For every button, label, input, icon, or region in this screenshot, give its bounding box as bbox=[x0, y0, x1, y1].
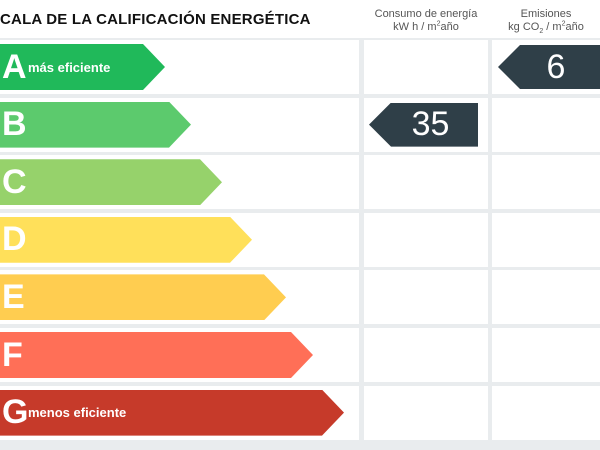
emisiones-column-header: Emisiones kg CO2 / m2año bbox=[492, 8, 600, 36]
consumo-cell-e bbox=[364, 270, 488, 325]
rating-letter: F bbox=[2, 335, 23, 374]
rating-arrow-d: D bbox=[0, 217, 252, 263]
consumo-unit: kW h / m2año bbox=[393, 20, 459, 33]
consumo-cell-a bbox=[364, 40, 488, 94]
header: CALA DE LA CALIFICACIÓN ENERGÉTICA Consu… bbox=[0, 0, 600, 38]
consumo-column-header: Consumo de energía kW h / m2año bbox=[364, 8, 488, 34]
rating-letter: B bbox=[2, 105, 27, 144]
consumo-title: Consumo de energía bbox=[374, 8, 478, 20]
rating-arrow-c: C bbox=[0, 159, 222, 205]
rating-letter: G bbox=[2, 393, 29, 432]
rating-arrow-f: F bbox=[0, 332, 313, 378]
rating-label: más eficiente bbox=[28, 59, 111, 75]
rating-label: menos eficiente bbox=[28, 405, 127, 421]
emisiones-cell-b bbox=[492, 97, 600, 152]
rating-letter: A bbox=[2, 47, 27, 86]
consumo-value-badge: 35 bbox=[369, 102, 478, 147]
rating-arrow-e: E bbox=[0, 274, 286, 320]
consumo-cell-f bbox=[364, 328, 488, 382]
emisiones-cell-e bbox=[492, 270, 600, 325]
consumo-cell-c bbox=[364, 155, 488, 210]
emisiones-cell-f bbox=[492, 328, 600, 382]
consumo-cell-d bbox=[364, 212, 488, 267]
emisiones-unit: kg CO2 / m2año bbox=[508, 20, 584, 36]
emisiones-value-badge: 6 bbox=[498, 45, 600, 89]
rating-letter: D bbox=[2, 220, 27, 259]
consumo-cell-g bbox=[364, 385, 488, 440]
emisiones-cell-c bbox=[492, 155, 600, 210]
rating-arrow-b: B bbox=[0, 102, 191, 148]
page-title: CALA DE LA CALIFICACIÓN ENERGÉTICA bbox=[0, 11, 311, 28]
emisiones-cell-d bbox=[492, 212, 600, 267]
rating-letter: E bbox=[2, 277, 25, 316]
emisiones-cell-g bbox=[492, 385, 600, 440]
emisiones-title: Emisiones bbox=[520, 8, 572, 20]
rating-letter: C bbox=[2, 162, 27, 201]
